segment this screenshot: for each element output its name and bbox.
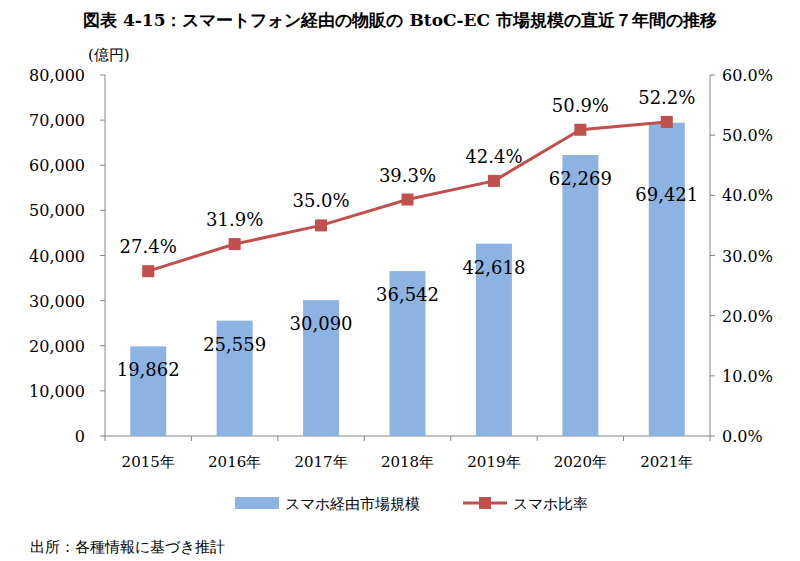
y-tick	[100, 165, 105, 166]
y-tick-label: 70,000	[29, 111, 85, 130]
data-label: 39.3%	[379, 165, 436, 186]
y2-tick-label: 60.0%	[722, 66, 773, 85]
marker	[229, 238, 241, 250]
x-tick	[710, 436, 711, 441]
y2-tick	[710, 135, 715, 136]
line	[148, 122, 667, 271]
data-label: 19,862	[117, 359, 180, 380]
y-tick	[100, 345, 105, 346]
y2-tick-label: 30.0%	[722, 247, 773, 266]
y2-tick	[710, 75, 715, 76]
bar	[562, 155, 598, 436]
marks	[130, 116, 685, 436]
y-tick	[100, 75, 105, 76]
legend-label: スマホ比率	[513, 495, 588, 513]
y-tick	[100, 210, 105, 211]
y-tick	[100, 300, 105, 301]
y-tick	[100, 120, 105, 121]
x-tick	[450, 436, 451, 441]
y-tick-label: 10,000	[29, 382, 85, 401]
x-tick	[191, 436, 192, 441]
x-tick	[105, 436, 106, 441]
y2-tick	[710, 315, 715, 316]
legend: スマホ経由市場規模 スマホ比率	[235, 495, 588, 513]
data-label: 30,090	[290, 313, 353, 334]
axes: 0 10,000 20,000 30,000 40,000 50,000 60,000 70,…	[29, 66, 773, 471]
y-tick	[100, 390, 105, 391]
y2-tick-label: 50.0%	[722, 126, 773, 145]
x-tick-label: 2015年	[122, 453, 175, 471]
y2-tick	[710, 195, 715, 196]
y-tick-label: 0	[75, 427, 85, 446]
data-label: 42.4%	[465, 146, 522, 167]
y2-tick-label: 10.0%	[722, 367, 773, 386]
marker	[574, 124, 586, 136]
data-label: 31.9%	[206, 209, 263, 230]
y2-tick-label: 20.0%	[722, 307, 773, 326]
title: 図表 4-15：スマートフォン経由の物販の BtoC-EC 市場規模の直近７年間…	[83, 10, 717, 30]
data-label: 50.9%	[552, 95, 609, 116]
y-tick-label: 40,000	[29, 247, 85, 266]
y2-tick	[710, 375, 715, 376]
bar	[649, 123, 685, 436]
marker	[402, 194, 414, 206]
x-tick	[623, 436, 624, 441]
y-tick-label: 60,000	[29, 156, 85, 175]
y-tick	[100, 255, 105, 256]
data-label: 35.0%	[292, 190, 349, 211]
marker	[488, 175, 500, 187]
data-labels: 19,862 25,559 30,090 36,542 42,618 62,269 69,4…	[117, 87, 699, 380]
legend-label: スマホ経由市場規模	[285, 495, 420, 513]
y-tick-label: 50,000	[29, 201, 85, 220]
x-tick-label: 2018年	[381, 453, 434, 471]
y-tick-label: 20,000	[29, 337, 85, 356]
x-tick-label: 2020年	[554, 453, 607, 471]
marker	[315, 219, 327, 231]
data-label: 69,421	[635, 184, 698, 205]
data-label: 25,559	[203, 334, 266, 355]
data-label: 27.4%	[120, 236, 177, 257]
x-tick	[537, 436, 538, 441]
y2-tick-label: 40.0%	[722, 186, 773, 205]
x-tick	[277, 436, 278, 441]
data-label: 52.2%	[638, 87, 695, 108]
y2-tick	[710, 436, 715, 437]
y2-tick	[710, 255, 715, 256]
source: 出所：各種情報に基づき推計	[30, 538, 225, 556]
x-tick-label: 2016年	[208, 453, 261, 471]
y-tick-label: 30,000	[29, 292, 85, 311]
legend-swatch	[235, 497, 279, 509]
x-tick-label: 2021年	[640, 453, 693, 471]
marker	[142, 265, 154, 277]
data-label: 62,269	[549, 168, 612, 189]
y-axis-label: (億円)	[88, 46, 130, 64]
y2-tick-label: 0.0%	[722, 427, 763, 446]
marker	[661, 116, 673, 128]
y-tick	[100, 436, 105, 437]
y-tick-label: 80,000	[29, 66, 85, 85]
legend-marker	[479, 497, 491, 509]
chart: 図表 4-15：スマートフォン経由の物販の BtoC-EC 市場規模の直近７年間…	[0, 0, 800, 561]
x-tick	[364, 436, 365, 441]
data-label: 36,542	[376, 284, 439, 305]
x-tick-label: 2019年	[467, 453, 520, 471]
data-label: 42,618	[462, 257, 525, 278]
x-tick-label: 2017年	[294, 453, 347, 471]
